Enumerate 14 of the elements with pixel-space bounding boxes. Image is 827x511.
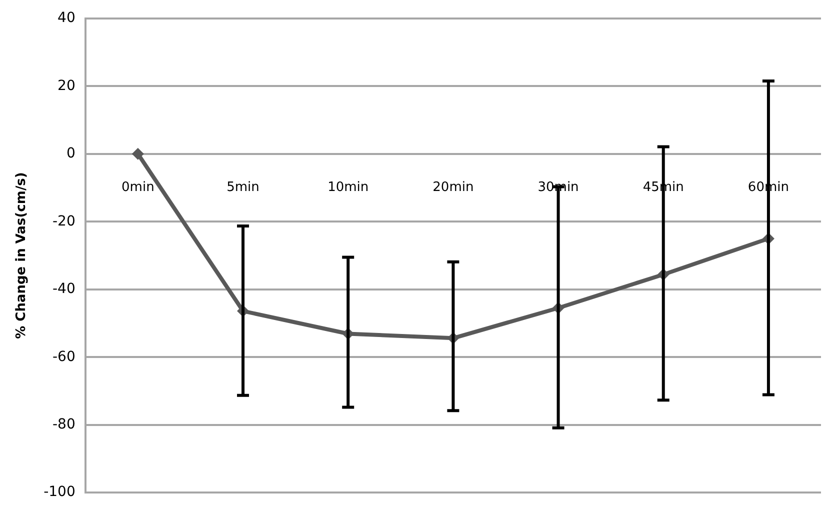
y-tick-label: -100 bbox=[44, 484, 76, 500]
x-tick-label: 0min bbox=[122, 180, 154, 196]
y-tick-label: -20 bbox=[52, 213, 76, 230]
y-axis-title: % Change in Vas(cm/s) bbox=[14, 172, 30, 339]
y-tick-label: -80 bbox=[52, 416, 76, 432]
x-tick-label: 5min bbox=[226, 180, 260, 196]
x-tick-label: 10min bbox=[328, 180, 369, 196]
point bbox=[132, 148, 144, 160]
y-tick-label: -40 bbox=[52, 281, 76, 298]
x-tick-label: 20min bbox=[432, 180, 474, 196]
y-tick-label: 0 bbox=[66, 146, 76, 162]
y-tick-label: 20 bbox=[58, 78, 76, 94]
y-tick-label: -60 bbox=[52, 348, 76, 365]
y-tick-label: 40 bbox=[58, 10, 76, 26]
